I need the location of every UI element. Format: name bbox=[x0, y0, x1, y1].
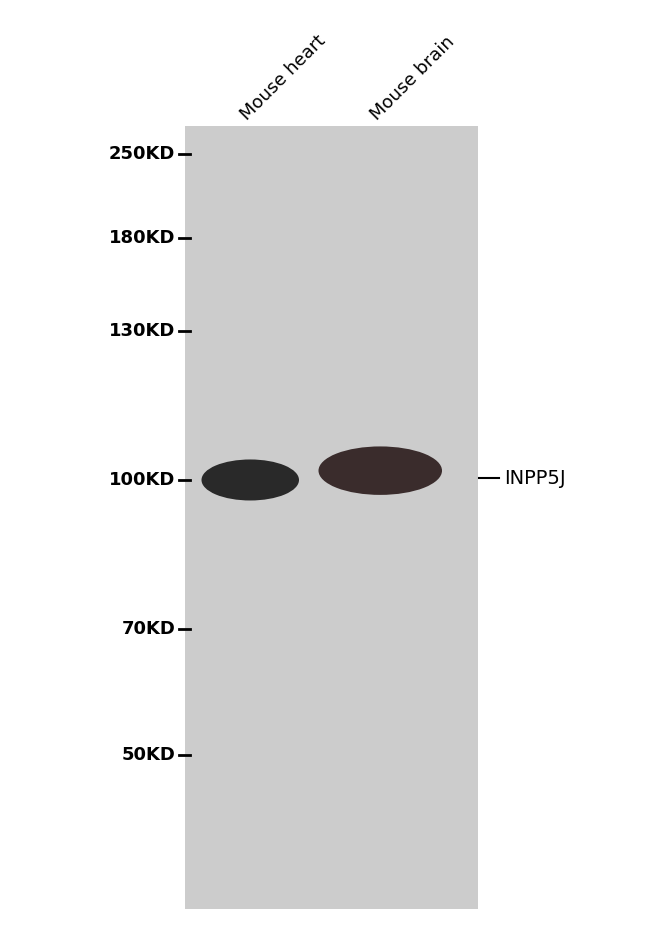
Text: 250KD: 250KD bbox=[109, 144, 176, 163]
Ellipse shape bbox=[202, 459, 299, 500]
Text: 50KD: 50KD bbox=[122, 746, 176, 764]
Text: Mouse brain: Mouse brain bbox=[367, 33, 458, 124]
Text: Mouse heart: Mouse heart bbox=[237, 32, 330, 124]
Text: 100KD: 100KD bbox=[109, 471, 176, 489]
Text: 70KD: 70KD bbox=[122, 620, 176, 638]
Ellipse shape bbox=[318, 446, 442, 495]
Text: 180KD: 180KD bbox=[109, 228, 176, 247]
Bar bbox=[185, 126, 478, 909]
Text: INPP5J: INPP5J bbox=[504, 469, 566, 487]
Text: 130KD: 130KD bbox=[109, 322, 176, 340]
